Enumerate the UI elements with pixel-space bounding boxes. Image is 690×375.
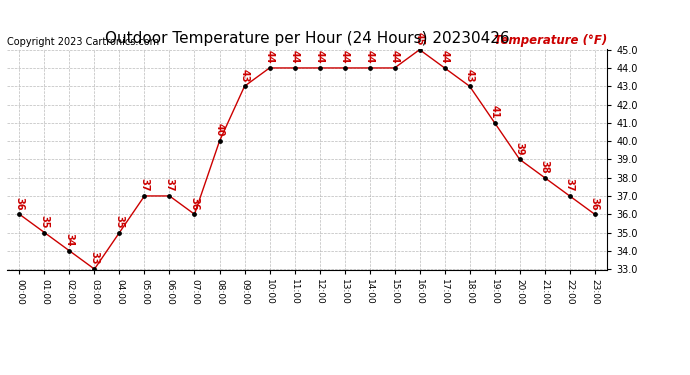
Point: [64, 248, 75, 254]
Point: [114, 230, 125, 236]
Text: 44: 44: [264, 50, 275, 64]
Text: 39: 39: [515, 142, 524, 155]
Text: Copyright 2023 Cartronics.com: Copyright 2023 Cartronics.com: [7, 36, 159, 46]
Text: 36: 36: [14, 196, 24, 210]
Point: [464, 83, 475, 89]
Point: [189, 211, 200, 217]
Point: [89, 266, 100, 272]
Text: 44: 44: [315, 50, 324, 64]
Text: 43: 43: [464, 69, 475, 82]
Text: 33: 33: [90, 251, 99, 265]
Point: [264, 65, 275, 71]
Text: 35: 35: [115, 215, 124, 228]
Text: 44: 44: [290, 50, 299, 64]
Point: [389, 65, 400, 71]
Point: [239, 83, 250, 89]
Title: Outdoor Temperature per Hour (24 Hours) 20230426: Outdoor Temperature per Hour (24 Hours) …: [105, 31, 509, 46]
Point: [589, 211, 600, 217]
Point: [539, 175, 550, 181]
Point: [14, 211, 25, 217]
Text: 45: 45: [415, 32, 424, 45]
Text: 37: 37: [564, 178, 575, 192]
Text: 36: 36: [590, 196, 600, 210]
Point: [214, 138, 225, 144]
Text: Temperature (°F): Temperature (°F): [494, 33, 607, 46]
Point: [39, 230, 50, 236]
Point: [439, 65, 450, 71]
Text: 35: 35: [39, 215, 50, 228]
Point: [139, 193, 150, 199]
Text: 44: 44: [339, 50, 350, 64]
Point: [289, 65, 300, 71]
Point: [489, 120, 500, 126]
Text: 34: 34: [64, 233, 75, 247]
Text: 40: 40: [215, 123, 224, 137]
Text: 37: 37: [139, 178, 150, 192]
Text: 44: 44: [440, 50, 450, 64]
Text: 44: 44: [390, 50, 400, 64]
Text: 44: 44: [364, 50, 375, 64]
Point: [339, 65, 350, 71]
Point: [314, 65, 325, 71]
Text: 41: 41: [490, 105, 500, 118]
Point: [364, 65, 375, 71]
Point: [414, 46, 425, 53]
Text: 38: 38: [540, 160, 550, 174]
Text: 37: 37: [164, 178, 175, 192]
Point: [564, 193, 575, 199]
Point: [164, 193, 175, 199]
Text: 36: 36: [190, 196, 199, 210]
Text: 43: 43: [239, 69, 250, 82]
Point: [514, 156, 525, 162]
